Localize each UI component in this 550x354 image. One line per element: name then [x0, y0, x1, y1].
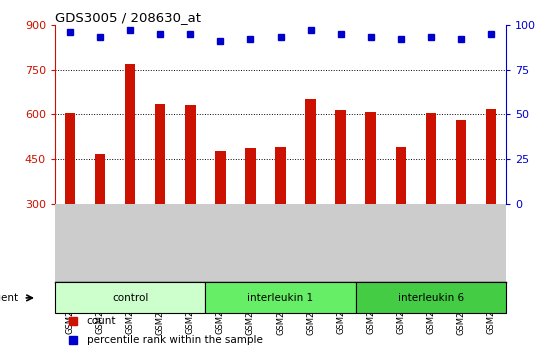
Bar [395, 147, 406, 204]
Bar [455, 120, 466, 204]
Bar [95, 154, 106, 204]
Text: agent: agent [0, 293, 19, 303]
Bar [55, 282, 205, 313]
Bar [365, 112, 376, 204]
Bar [356, 282, 506, 313]
Text: GDS3005 / 208630_at: GDS3005 / 208630_at [55, 11, 201, 24]
Bar [215, 151, 226, 204]
Bar [336, 110, 346, 204]
Bar [185, 105, 196, 204]
Text: interleukin 6: interleukin 6 [398, 293, 464, 303]
Text: count: count [86, 316, 116, 326]
Text: percentile rank within the sample: percentile rank within the sample [86, 335, 262, 344]
Bar [245, 148, 256, 204]
Bar [155, 104, 166, 204]
Bar [125, 64, 135, 204]
Bar [486, 109, 496, 204]
Bar [426, 113, 436, 204]
Bar [205, 282, 356, 313]
Text: control: control [112, 293, 148, 303]
Bar [65, 113, 75, 204]
Text: interleukin 1: interleukin 1 [248, 293, 314, 303]
Bar [275, 147, 286, 204]
Bar [305, 99, 316, 204]
